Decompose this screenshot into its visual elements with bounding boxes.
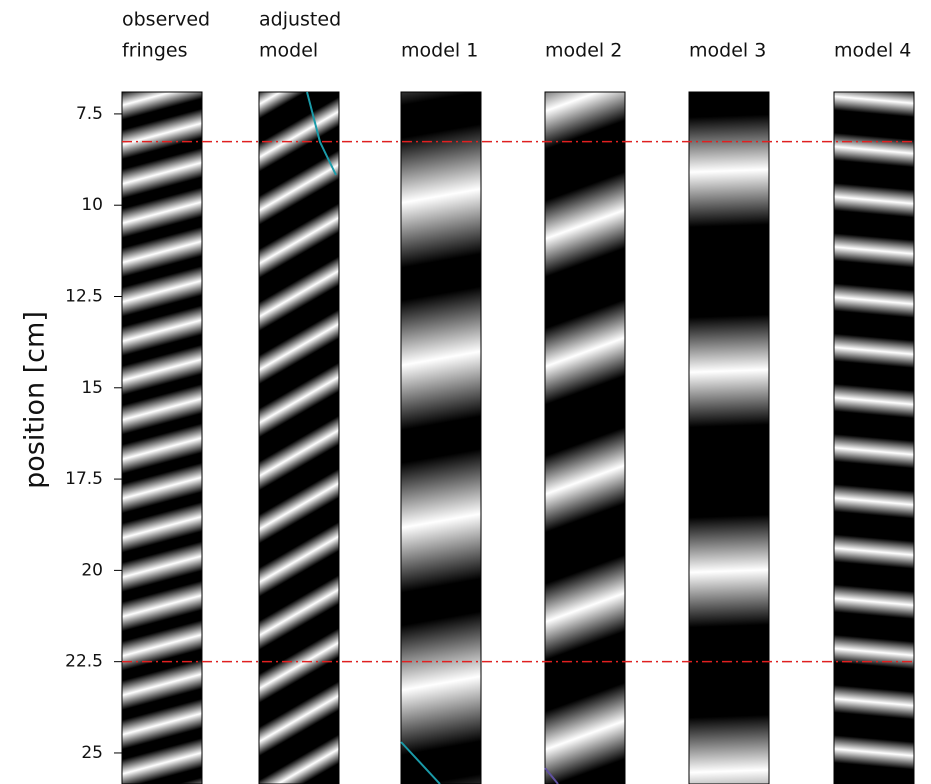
panel-image xyxy=(544,91,626,784)
panel-title: model xyxy=(259,40,318,62)
panel-image xyxy=(400,91,482,784)
y-tick-label: 25 xyxy=(81,743,103,763)
y-tick-label: 7.5 xyxy=(76,104,103,124)
y-tick-label: 10 xyxy=(81,195,103,215)
panel-image xyxy=(258,91,340,784)
y-tick-label: 17.5 xyxy=(65,469,103,489)
panel-title: model 1 xyxy=(401,40,478,62)
panel-title: fringes xyxy=(122,40,187,62)
panel-title: model 3 xyxy=(689,40,766,62)
contour-line xyxy=(544,767,559,784)
panel-title: model 2 xyxy=(545,40,622,62)
panel-image xyxy=(688,91,770,784)
panel-image xyxy=(121,91,203,784)
y-tick-label: 20 xyxy=(81,560,103,580)
contour-line xyxy=(306,91,337,176)
y-tick-label: 15 xyxy=(81,378,103,398)
contour-line xyxy=(400,741,441,784)
y-tick-label: 12.5 xyxy=(65,286,103,306)
panel-image xyxy=(833,91,915,784)
panel-title: observed xyxy=(122,9,210,31)
panel-title: model 4 xyxy=(834,40,911,62)
y-axis-label: position [cm] xyxy=(20,311,51,489)
y-tick-label: 22.5 xyxy=(65,652,103,672)
panel-title: adjusted xyxy=(259,9,341,31)
